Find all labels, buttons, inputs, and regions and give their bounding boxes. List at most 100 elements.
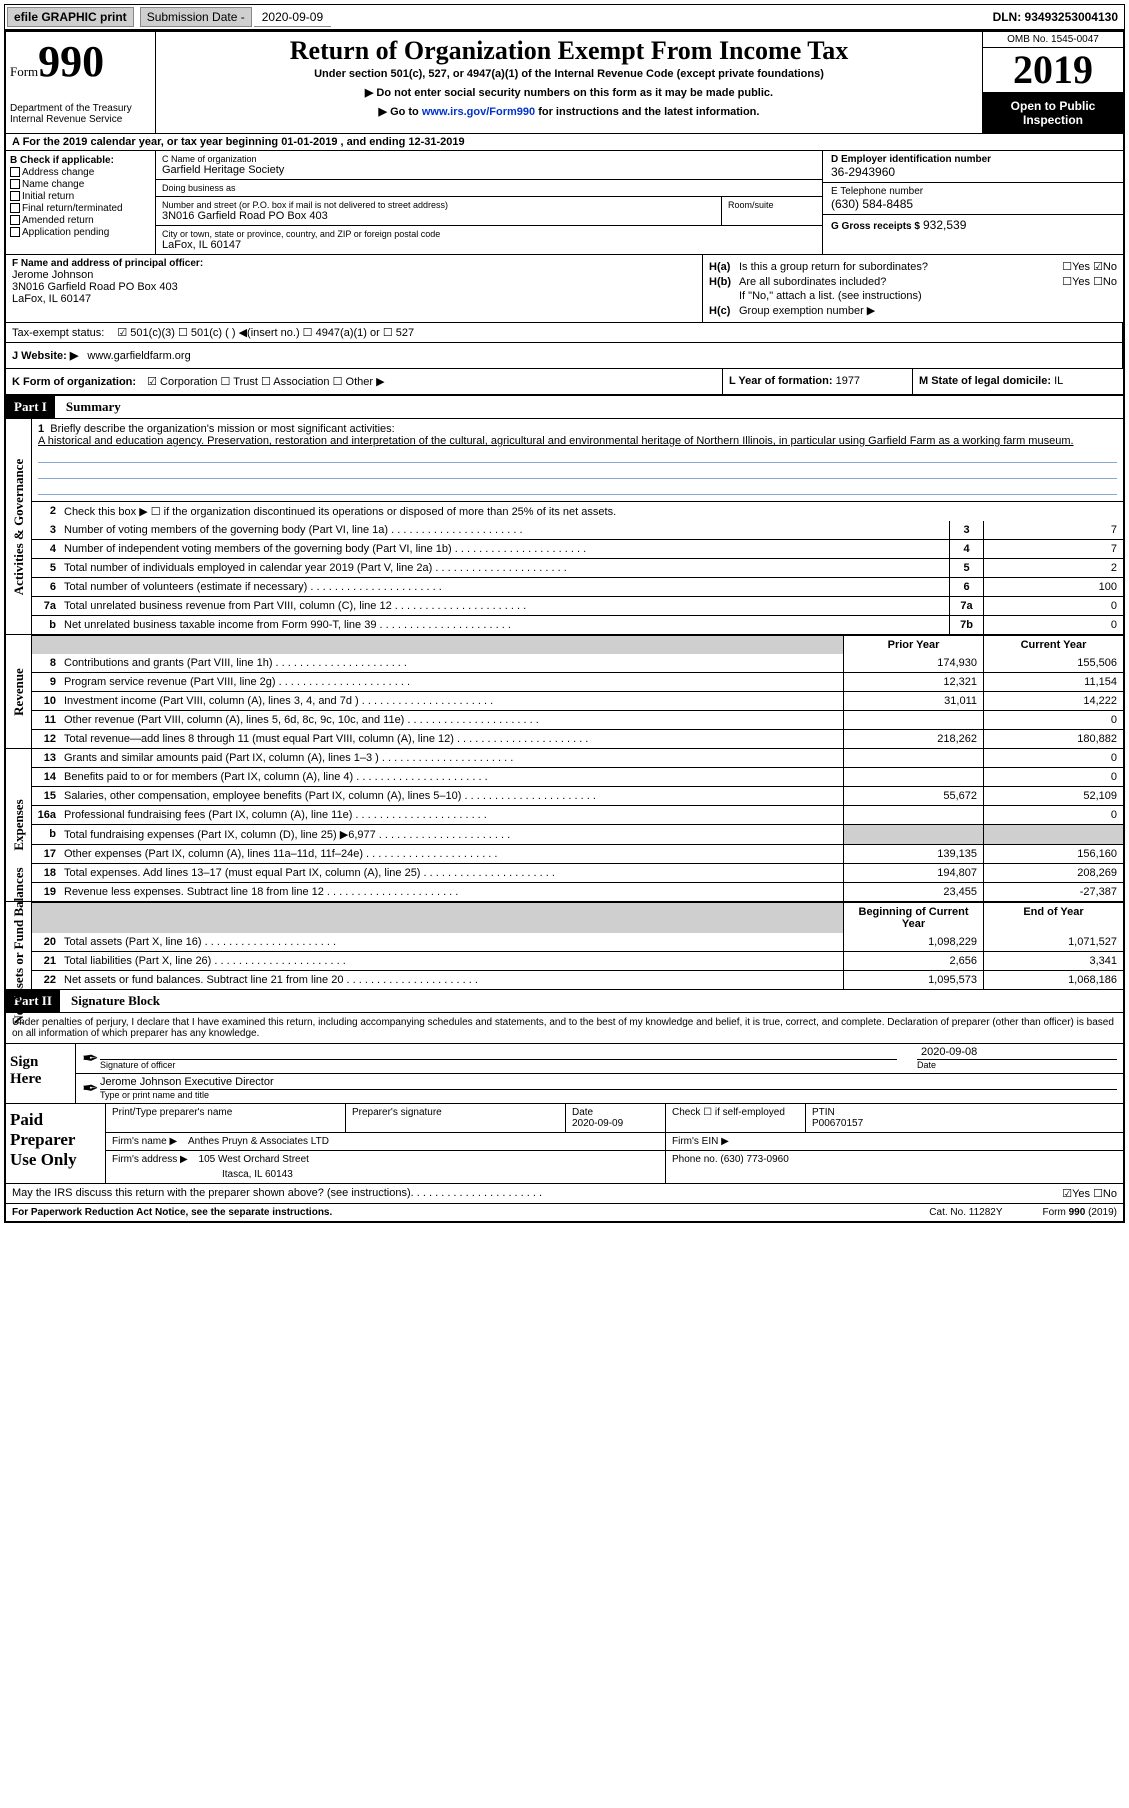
website-label: J Website: ▶ [12,350,78,362]
firm-name-label: Firm's name ▶ [112,1136,177,1147]
cat-no: Cat. No. 11282Y [929,1207,1002,1218]
form-container: Form990 Department of the Treasury Inter… [4,30,1125,1223]
omb-number: OMB No. 1545-0047 [983,32,1123,48]
pra-notice: For Paperwork Reduction Act Notice, see … [12,1207,332,1218]
row-k: K Form of organization: ☑ Corporation ☐ … [6,369,1123,396]
sign-block: Sign Here ✒ Signature of officer 2020-09… [6,1044,1123,1104]
money-row: 18Total expenses. Add lines 13–17 (must … [32,863,1123,882]
preparer-label: Paid Preparer Use Only [6,1104,106,1183]
subdate-label: Submission Date - [140,7,252,27]
gov-row: 4Number of independent voting members of… [32,539,1123,558]
form-title: Return of Organization Exempt From Incom… [162,36,976,66]
cb-amended[interactable]: Amended return [10,215,151,226]
cb-name-change[interactable]: Name change [10,179,151,190]
col-f: F Name and address of principal officer:… [6,255,703,322]
pen-icon-2: ✒ [82,1076,100,1101]
sig-date-label: Date [917,1060,1117,1070]
hb-text: Are all subordinates included? [739,276,1062,288]
firm-name-value: Anthes Pruyn & Associates LTD [188,1136,329,1147]
gov-row: 5Total number of individuals employed in… [32,558,1123,577]
col-end: End of Year [983,903,1123,933]
discuss-row: May the IRS discuss this return with the… [6,1184,1123,1204]
row-website: J Website: ▶ www.garfieldfarm.org [6,343,1123,369]
irs-link[interactable]: www.irs.gov/Form990 [422,106,535,118]
gov-row: 7aTotal unrelated business revenue from … [32,596,1123,615]
money-row: 12Total revenue—add lines 8 through 11 (… [32,729,1123,748]
cb-final-return[interactable]: Final return/terminated [10,203,151,214]
sig-name-value: Jerome Johnson Executive Director [100,1076,1117,1090]
part1-bar: Part I [6,396,55,418]
ha-yn[interactable]: ☐Yes ☑No [1062,260,1117,273]
ein-label: D Employer identification number [831,154,1115,165]
dba-label: Doing business as [162,183,816,193]
subtitle-3: ▶ Go to www.irs.gov/Form990 for instruct… [162,105,976,118]
org-name: Garfield Heritage Society [162,164,816,176]
city-value: LaFox, IL 60147 [162,239,816,251]
header-left: Form990 Department of the Treasury Inter… [6,32,156,133]
ptin-label: PTIN [812,1107,1117,1118]
money-row: 14Benefits paid to or for members (Part … [32,767,1123,786]
discuss-yn[interactable]: ☑Yes ☐No [1062,1187,1117,1200]
preparer-block: Paid Preparer Use Only Print/Type prepar… [6,1104,1123,1184]
gov-row: 3Number of voting members of the governi… [32,521,1123,539]
cb-address-change[interactable]: Address change [10,167,151,178]
money-row: 13Grants and similar amounts paid (Part … [32,749,1123,767]
cb-app-pending[interactable]: Application pending [10,227,151,238]
efile-badge[interactable]: efile GRAPHIC print [7,7,134,27]
subtitle-1: Under section 501(c), 527, or 4947(a)(1)… [162,68,976,80]
sign-here-label: Sign Here [6,1044,76,1103]
section-exp: Expenses 13Grants and similar amounts pa… [6,749,1123,902]
money-row: 10Investment income (Part VIII, column (… [32,691,1123,710]
room-suite: Room/suite [722,197,822,225]
firm-addr1: 105 West Orchard Street [199,1154,309,1165]
dept-treasury: Department of the Treasury Internal Reve… [10,103,151,125]
open-to-public: Open to Public Inspection [983,93,1123,133]
side-rev-label: Revenue [11,668,27,716]
prep-date-value: 2020-09-09 [572,1118,659,1129]
prep-selfemp[interactable]: Check ☐ if self-employed [666,1104,806,1132]
part1-title: Summary [66,399,121,414]
hb-label: H(b) [709,276,739,288]
ha-label: H(a) [709,261,739,273]
tel-value: (630) 584-8485 [831,197,1115,211]
header-row: Form990 Department of the Treasury Inter… [6,32,1123,134]
ha-text: Is this a group return for subordinates? [739,261,1062,273]
firm-phone-label: Phone no. [672,1154,718,1165]
block-bcd: B Check if applicable: Address change Na… [6,151,1123,255]
hb-yn[interactable]: ☐Yes ☐No [1062,275,1117,288]
year-formation-value: 1977 [836,375,860,387]
money-row: 17Other expenses (Part IX, column (A), l… [32,844,1123,863]
money-row: 22Net assets or fund balances. Subtract … [32,970,1123,989]
row-a: A For the 2019 calendar year, or tax yea… [6,134,1123,151]
year-formation-label: L Year of formation: [729,375,833,387]
form-ref: Form 990 (2019) [1043,1207,1118,1218]
money-row: 16aProfessional fundraising fees (Part I… [32,805,1123,824]
header-right: OMB No. 1545-0047 2019 Open to Public In… [983,32,1123,133]
money-row: 11Other revenue (Part VIII, column (A), … [32,710,1123,729]
gross-value: 932,539 [923,218,966,232]
top-bar: efile GRAPHIC print Submission Date - 20… [4,4,1125,30]
cb-initial-return[interactable]: Initial return [10,191,151,202]
q1-num: 1 [38,423,44,435]
form-word: Form [10,64,38,79]
money-row: 19Revenue less expenses. Subtract line 1… [32,882,1123,901]
tax-status-opts[interactable]: ☑ 501(c)(3) ☐ 501(c) ( ) ◀(insert no.) ☐… [117,327,414,339]
col-begin: Beginning of Current Year [843,903,983,933]
city-label: City or town, state or province, country… [162,229,816,239]
pen-icon: ✒ [82,1046,100,1071]
form-org-opts[interactable]: ☑ Corporation ☐ Trust ☐ Association ☐ Ot… [147,376,384,388]
mission-text: A historical and education agency. Prese… [38,435,1117,447]
sig-officer-label: Signature of officer [100,1060,897,1070]
officer-addr2: LaFox, IL 60147 [12,293,696,305]
prep-sig-label: Preparer's signature [346,1104,566,1132]
form-org-label: K Form of organization: [12,376,136,388]
discuss-text: May the IRS discuss this return with the… [12,1187,411,1200]
website-value[interactable]: www.garfieldfarm.org [87,350,190,362]
col-d: D Employer identification number 36-2943… [823,151,1123,254]
firm-addr-label: Firm's address ▶ [112,1154,188,1165]
form-number: 990 [38,37,104,86]
side-net-label: Net Assets or Fund Balances [11,867,27,1024]
addr-value: 3N016 Garfield Road PO Box 403 [162,210,715,222]
col-current: Current Year [983,636,1123,654]
domicile-label: M State of legal domicile: [919,375,1051,387]
